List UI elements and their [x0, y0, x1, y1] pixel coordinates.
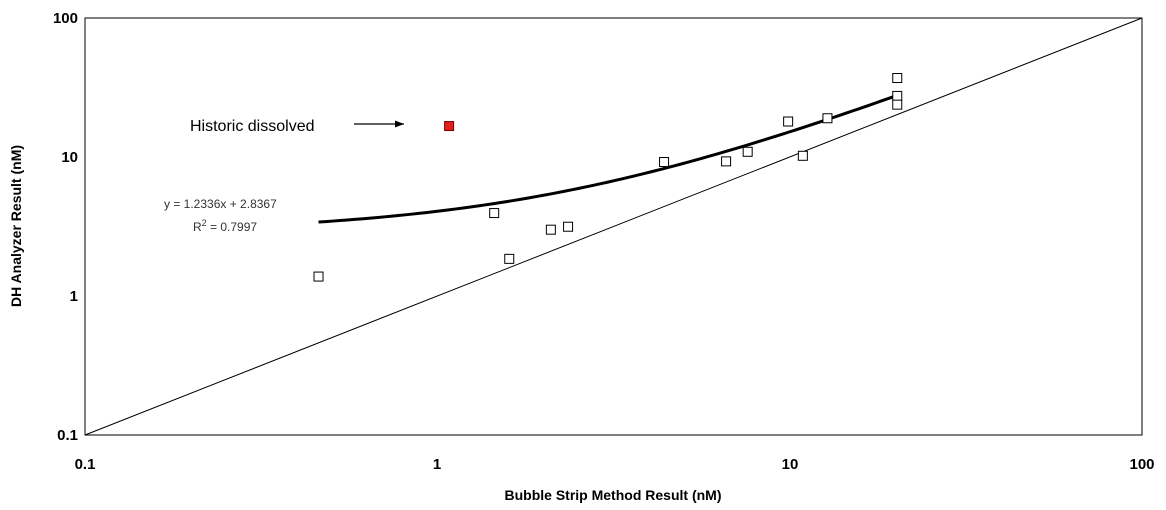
trendline — [318, 93, 898, 224]
historic-dissolved-label: Historic dissolved — [190, 118, 314, 135]
points-layer — [313, 73, 903, 282]
data-point — [313, 271, 324, 282]
data-point — [797, 150, 808, 161]
data-point — [721, 156, 732, 167]
r-squared-label: R2 = 0.7997 — [193, 218, 257, 234]
data-point — [504, 253, 515, 264]
lines-layer — [84, 17, 1143, 436]
y-axis-title: DH Analyzer Result (nM) — [8, 145, 24, 307]
y-tick-label-10: 10 — [61, 149, 78, 166]
y-tick-label-100: 100 — [53, 10, 78, 27]
x-tick-label-100: 100 — [1129, 456, 1154, 473]
data-point — [822, 113, 833, 124]
r-squared-superscript: 2 — [202, 218, 207, 228]
x-tick-label-1: 1 — [433, 456, 441, 473]
data-point — [892, 99, 903, 110]
x-tick-label-10: 10 — [782, 456, 799, 473]
data-point — [783, 116, 794, 127]
r-squared-value: = 0.7997 — [207, 220, 258, 234]
y-tick-label-1: 1 — [70, 288, 78, 305]
annotation-arrow — [354, 120, 404, 128]
x-tick-label-0.1: 0.1 — [75, 456, 96, 473]
data-point — [659, 157, 670, 168]
data-point — [892, 90, 903, 101]
data-point — [545, 224, 556, 235]
r-squared-prefix: R — [193, 220, 202, 234]
data-point — [892, 73, 903, 84]
x-axis-title: Bubble Strip Method Result (nM) — [505, 487, 722, 503]
data-point — [742, 146, 753, 157]
one-to-one-line — [84, 17, 1143, 436]
historic-dissolved-point — [444, 121, 455, 132]
data-point — [563, 221, 574, 232]
trendline-equation: y = 1.2336x + 2.8367 — [164, 197, 277, 211]
data-point — [489, 208, 500, 219]
y-tick-label-0.1: 0.1 — [57, 427, 78, 444]
